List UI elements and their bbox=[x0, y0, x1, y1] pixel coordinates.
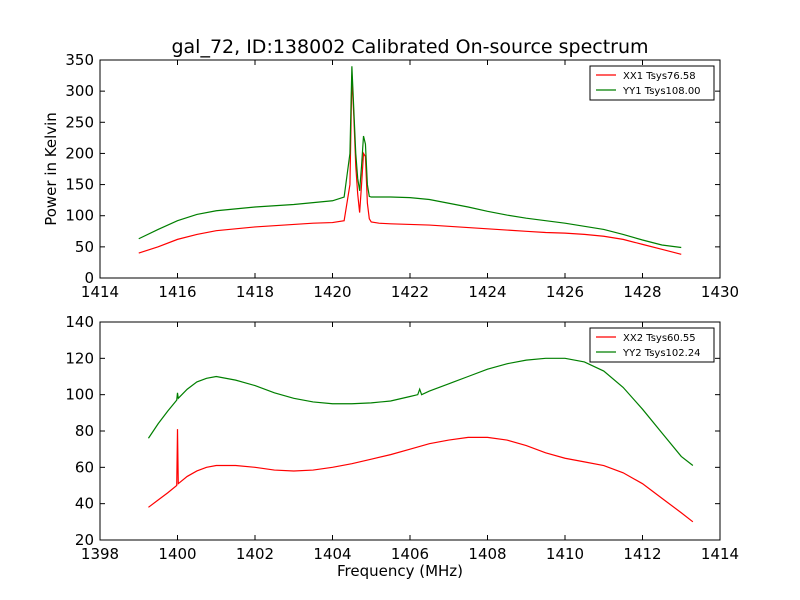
series-line-2-1 bbox=[148, 429, 694, 523]
x-tick-label: 1416 bbox=[158, 283, 196, 301]
legend-entry: YY2 Tsys102.24 bbox=[622, 348, 701, 359]
bottom-panel: 1398 1400 1402 1404 1406 1408 1410 1412 1414 20 40… bbox=[65, 313, 739, 580]
x-tick-label: 1414 bbox=[701, 545, 739, 563]
legend-entry: YY1 Tsys108.00 bbox=[622, 86, 701, 97]
x-tick-label: 1402 bbox=[236, 545, 274, 563]
y-tick-label: 60 bbox=[75, 458, 94, 476]
y-tick-label: 200 bbox=[65, 144, 94, 162]
figure-title: gal_72, ID:138002 Calibrated On-source s… bbox=[171, 36, 648, 58]
legend-entry: XX1 Tsys76.58 bbox=[623, 71, 696, 82]
y-axis-label: Power in Kelvin bbox=[42, 112, 60, 226]
top-panel: 1414 1416 1418 1420 1422 1424 1426 1428 1430 0 50 1… bbox=[42, 51, 739, 301]
x-tick-label: 1406 bbox=[391, 545, 429, 563]
y-tick-label: 80 bbox=[75, 422, 94, 440]
x-tick-label: 1412 bbox=[623, 545, 661, 563]
y-tick-label: 100 bbox=[65, 207, 94, 225]
x-tick-label: 1430 bbox=[701, 283, 739, 301]
x-tick-label: 1424 bbox=[468, 283, 506, 301]
x-tick-label: 1404 bbox=[313, 545, 351, 563]
x-tick-label: 1418 bbox=[236, 283, 274, 301]
x-tick-label: 1410 bbox=[546, 545, 584, 563]
x-tick-label: 1408 bbox=[468, 545, 506, 563]
x-tick-label: 1398 bbox=[81, 545, 119, 563]
y-tick-label: 0 bbox=[84, 269, 94, 287]
series-line-1-2 bbox=[138, 66, 682, 249]
y-tick-label: 150 bbox=[65, 176, 94, 194]
y-tick-label: 140 bbox=[65, 313, 94, 331]
y-tick-label: 300 bbox=[65, 82, 94, 100]
legend-entry: XX2 Tsys60.55 bbox=[623, 333, 696, 344]
series-line-2-2 bbox=[147, 357, 694, 466]
legend-box bbox=[589, 65, 715, 101]
legend-box bbox=[589, 327, 715, 363]
y-tick-label: 350 bbox=[65, 51, 94, 69]
y-tick-label: 100 bbox=[65, 386, 94, 404]
y-tick-label: 50 bbox=[75, 238, 94, 256]
y-tick-label: 250 bbox=[65, 113, 94, 131]
x-tick-label: 1414 bbox=[81, 283, 119, 301]
x-axis-label: Frequency (MHz) bbox=[337, 562, 463, 580]
x-tick-label: 1420 bbox=[313, 283, 351, 301]
y-tick-label: 120 bbox=[65, 349, 94, 367]
y-tick-label: 40 bbox=[75, 495, 94, 513]
y-tick-label: 20 bbox=[75, 531, 94, 549]
x-tick-label: 1426 bbox=[546, 283, 584, 301]
x-tick-label: 1428 bbox=[623, 283, 661, 301]
x-tick-label: 1422 bbox=[391, 283, 429, 301]
x-tick-label: 1400 bbox=[158, 545, 196, 563]
